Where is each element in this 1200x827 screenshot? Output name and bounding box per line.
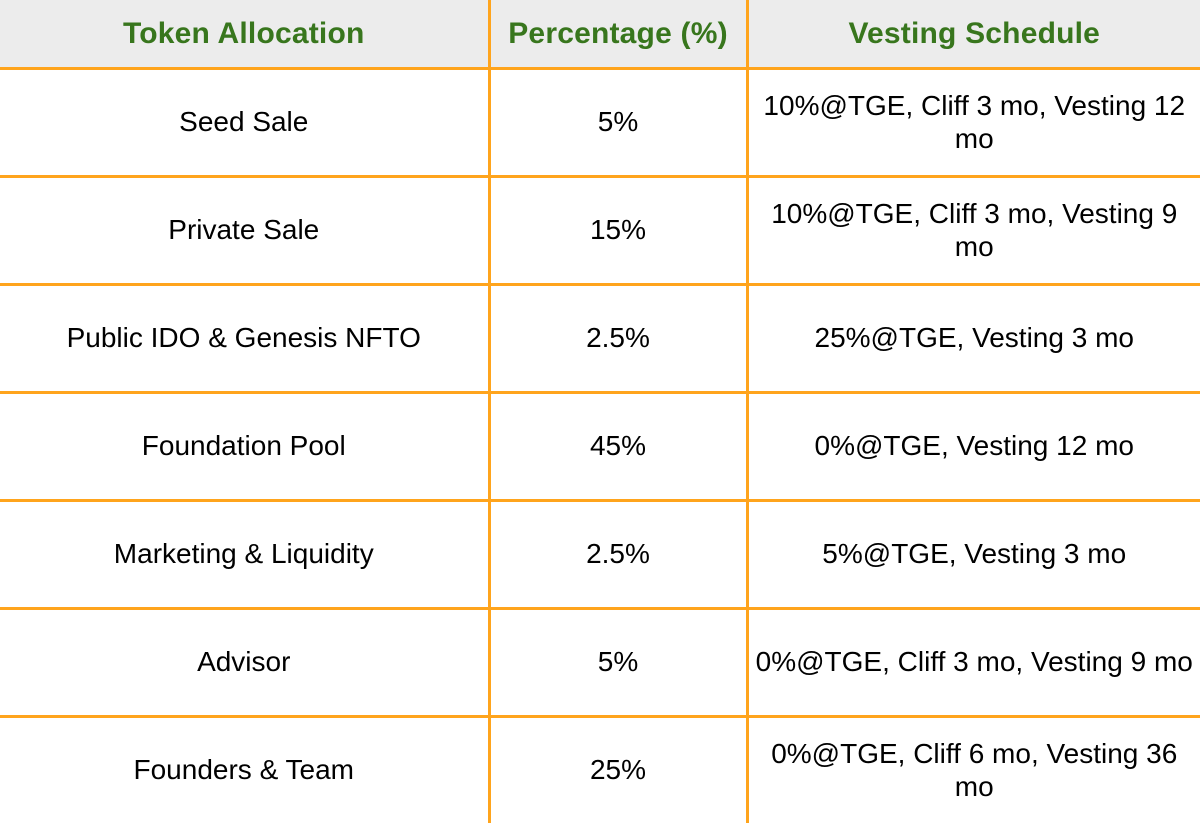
vesting-cell: 5%@TGE, Vesting 3 mo [745, 499, 1200, 610]
allocation-cell: Marketing & Liquidity [0, 499, 491, 610]
percentage-cell: 5% [487, 67, 749, 178]
table-row: Advisor 5% 0%@TGE, Cliff 3 mo, Vesting 9… [0, 607, 1200, 718]
table-row: Founders & Team 25% 0%@TGE, Cliff 6 mo, … [0, 715, 1200, 823]
table-header-row: Token Allocation Percentage (%) Vesting … [0, 0, 1200, 70]
percentage-cell: 25% [487, 715, 749, 823]
table-row: Seed Sale 5% 10%@TGE, Cliff 3 mo, Vestin… [0, 67, 1200, 178]
column-header-vesting-schedule: Vesting Schedule [745, 0, 1200, 70]
allocation-cell: Seed Sale [0, 67, 491, 178]
column-header-token-allocation: Token Allocation [0, 0, 491, 70]
vesting-cell: 0%@TGE, Cliff 3 mo, Vesting 9 mo [745, 607, 1200, 718]
percentage-cell: 5% [487, 607, 749, 718]
allocation-cell: Founders & Team [0, 715, 491, 823]
percentage-cell: 2.5% [487, 499, 749, 610]
vesting-cell: 0%@TGE, Cliff 6 mo, Vesting 36 mo [745, 715, 1200, 823]
allocation-cell: Public IDO & Genesis NFTO [0, 283, 491, 394]
vesting-cell: 10%@TGE, Cliff 3 mo, Vesting 12 mo [745, 67, 1200, 178]
vesting-cell: 25%@TGE, Vesting 3 mo [745, 283, 1200, 394]
percentage-cell: 2.5% [487, 283, 749, 394]
allocation-cell: Private Sale [0, 175, 491, 286]
table-row: Foundation Pool 45% 0%@TGE, Vesting 12 m… [0, 391, 1200, 502]
vesting-cell: 10%@TGE, Cliff 3 mo, Vesting 9 mo [745, 175, 1200, 286]
percentage-cell: 15% [487, 175, 749, 286]
column-header-percentage: Percentage (%) [487, 0, 749, 70]
table-row: Private Sale 15% 10%@TGE, Cliff 3 mo, Ve… [0, 175, 1200, 286]
table-row: Marketing & Liquidity 2.5% 5%@TGE, Vesti… [0, 499, 1200, 610]
vesting-cell: 0%@TGE, Vesting 12 mo [745, 391, 1200, 502]
allocation-cell: Advisor [0, 607, 491, 718]
table-row: Public IDO & Genesis NFTO 2.5% 25%@TGE, … [0, 283, 1200, 394]
allocation-cell: Foundation Pool [0, 391, 491, 502]
percentage-cell: 45% [487, 391, 749, 502]
